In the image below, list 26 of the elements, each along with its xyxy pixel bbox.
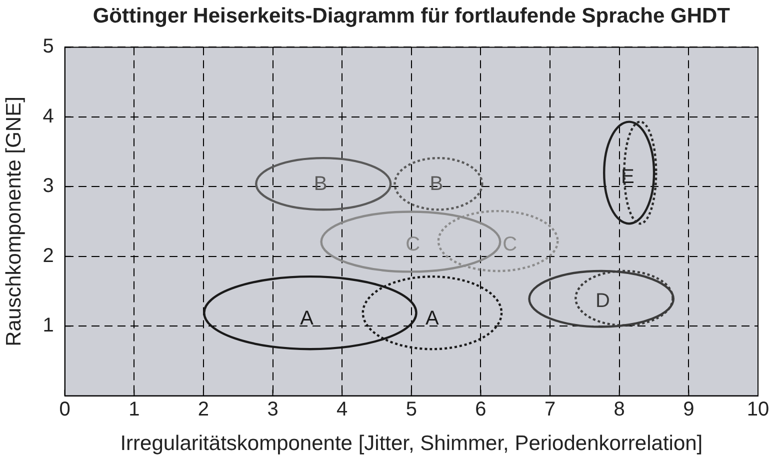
annotation: B — [430, 173, 444, 196]
x-tick-label: 8 — [614, 398, 625, 420]
x-tick-label: 0 — [59, 398, 70, 420]
y-axis-title: Rauschkomponente [GNE] — [2, 96, 26, 346]
annotation: A — [426, 308, 440, 330]
annotation: B — [314, 173, 328, 196]
x-tick-label: 2 — [198, 398, 210, 420]
x-tick-label: 6 — [475, 398, 486, 420]
chart-title: Göttinger Heiserkeits-Diagramm für fortlaufende Sprache GHDT — [92, 4, 730, 28]
x-tick-label: 10 — [746, 398, 770, 420]
y-tick-label: 3 — [42, 175, 54, 198]
x-tick-label: 5 — [406, 398, 417, 420]
x-tick-label: 4 — [336, 398, 348, 420]
annotation: C — [502, 234, 518, 256]
x-tick-label: 7 — [544, 398, 556, 420]
y-tick-label: 1 — [42, 314, 54, 337]
x-tick-label: 3 — [267, 398, 278, 420]
y-tick-label: 2 — [42, 244, 54, 267]
y-tick-label: 4 — [42, 105, 54, 128]
annotation: D — [596, 290, 610, 312]
x-tick-label: 9 — [683, 398, 694, 420]
annotation: C — [406, 234, 420, 256]
x-tick-label: 1 — [128, 398, 140, 420]
x-axis-title: Irregularitätskomponente [Jitter, Shimmer, Periodenkorrelation] — [120, 432, 703, 456]
y-tick-label: 5 — [42, 36, 54, 58]
annotation: A — [300, 308, 314, 330]
